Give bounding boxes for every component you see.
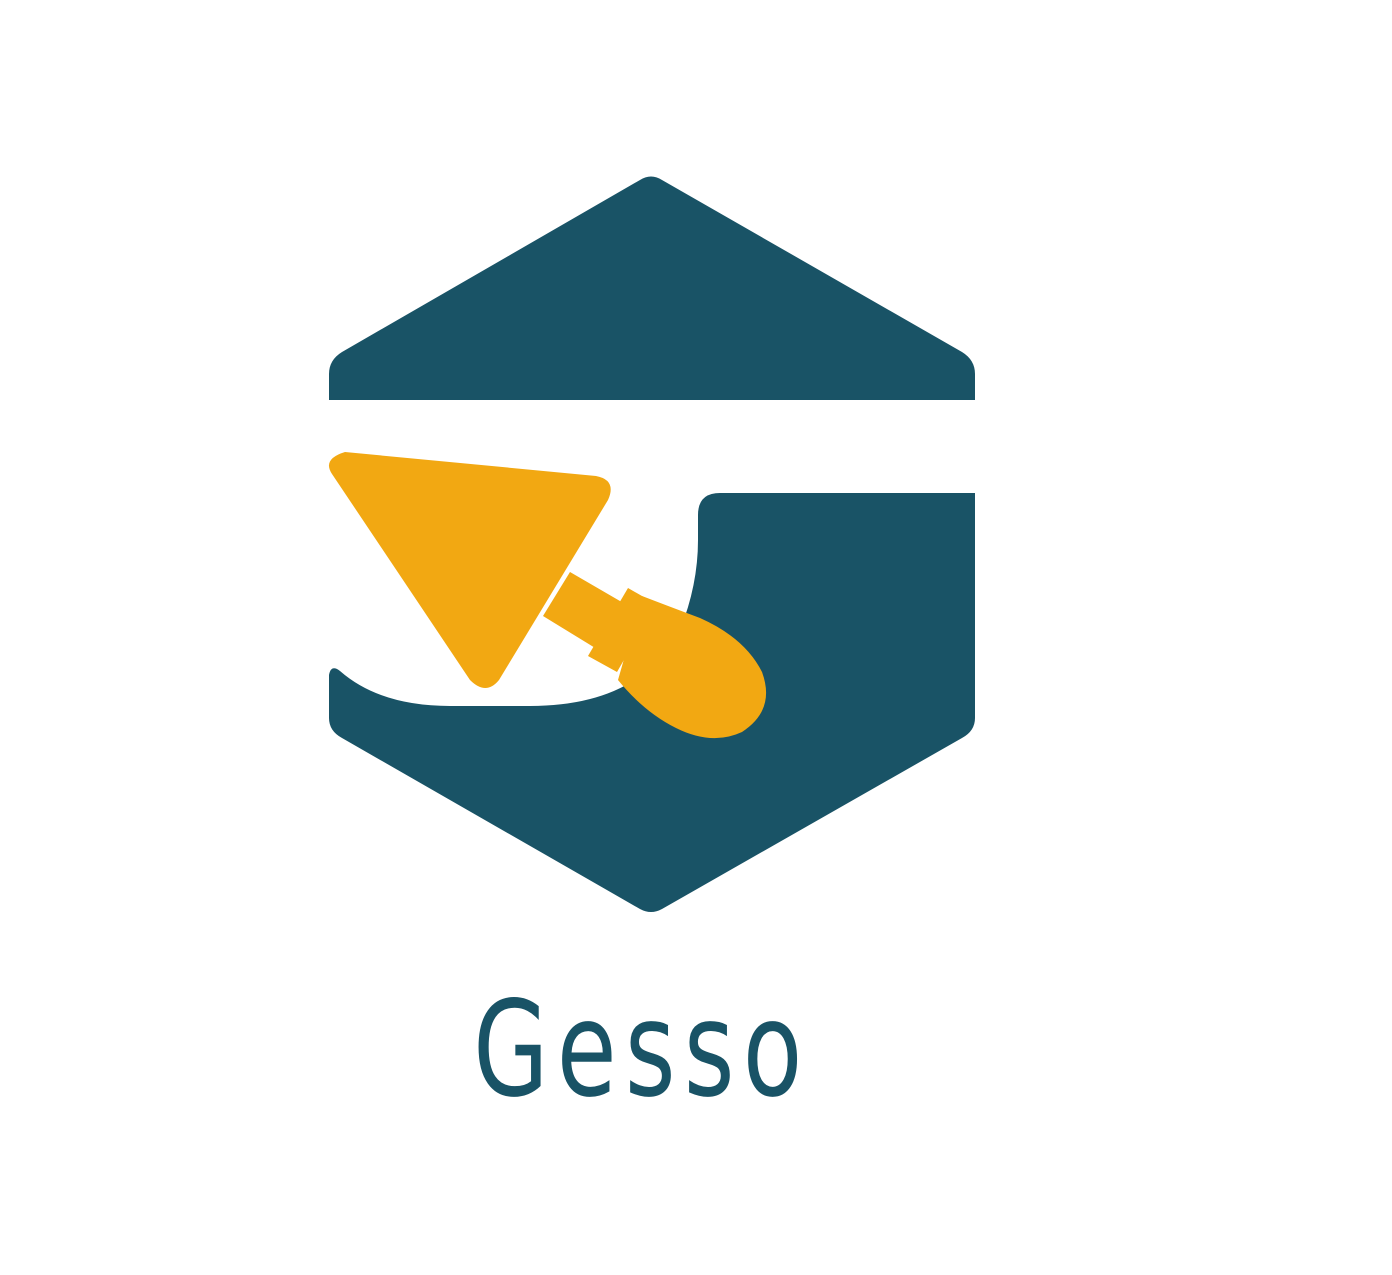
trowel-icon — [328, 452, 767, 739]
brand-name: Gesso — [473, 973, 811, 1127]
roof-shape — [329, 176, 975, 400]
